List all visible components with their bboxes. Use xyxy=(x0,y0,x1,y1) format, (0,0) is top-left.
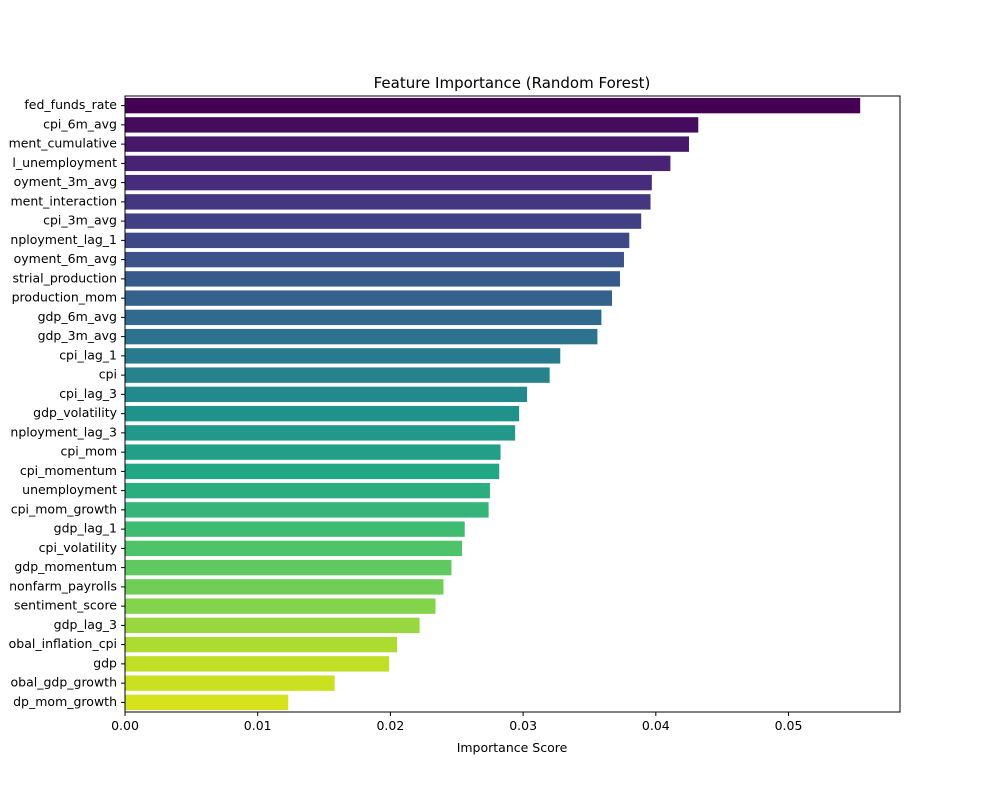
category-label-0: fed_funds_rate xyxy=(24,97,117,112)
bar-14 xyxy=(125,367,550,383)
bar-12 xyxy=(125,328,598,345)
bar-27 xyxy=(125,617,420,634)
bar-16 xyxy=(125,405,520,422)
category-label-9: strial_production xyxy=(12,270,117,285)
bar-28 xyxy=(125,636,398,653)
plot-frame xyxy=(124,95,901,713)
bar-2 xyxy=(125,136,689,152)
bar-31 xyxy=(125,694,289,711)
bar-11 xyxy=(125,309,602,326)
category-label-19: cpi_momentum xyxy=(20,463,117,478)
bar-10 xyxy=(125,290,613,306)
category-label-10: production_mom xyxy=(12,290,117,305)
category-label-25: nonfarm_payrolls xyxy=(9,578,117,593)
category-label-26: sentiment_score xyxy=(14,598,117,613)
category-label-4: oyment_3m_avg xyxy=(14,174,117,189)
category-label-22: gdp_lag_1 xyxy=(54,521,117,536)
bar-22 xyxy=(125,521,465,537)
chart-title: Feature Importance (Random Forest) xyxy=(374,74,651,92)
category-labels: fed_funds_rate cpi_6m_avg ment_cumulativel… xyxy=(9,97,125,709)
bar-4 xyxy=(125,174,652,191)
bar-29 xyxy=(125,656,390,672)
category-label-5: ment_interaction xyxy=(10,193,117,208)
x-axis: 0.00 0.01 0.02 0.03 0.04 0.05 xyxy=(111,712,802,733)
bar-24 xyxy=(125,559,452,576)
x-tick-label-0: 0.00 xyxy=(111,718,139,733)
bar-3 xyxy=(125,155,671,172)
bar-8 xyxy=(125,251,624,268)
category-label-16: gdp_volatility xyxy=(33,405,117,420)
bar-7 xyxy=(125,232,630,249)
bar-9 xyxy=(125,271,620,287)
bar-17 xyxy=(125,425,516,441)
category-label-2: ment_cumulative xyxy=(9,136,118,151)
bar-13 xyxy=(125,348,561,364)
category-label-28: obal_inflation_cpi xyxy=(9,636,117,651)
bar-0 xyxy=(125,97,861,114)
x-tick-label-5: 0.05 xyxy=(775,718,803,733)
category-label-27: gdp_lag_3 xyxy=(54,617,117,632)
category-label-23: cpi_volatility xyxy=(39,540,118,555)
category-label-29: gdp xyxy=(93,655,117,670)
x-tick-label-1: 0.01 xyxy=(244,718,272,733)
category-label-8: oyment_6m_avg xyxy=(14,251,117,266)
category-label-17: nployment_lag_3 xyxy=(10,424,117,439)
category-label-18: cpi_mom xyxy=(60,444,117,459)
bar-6 xyxy=(125,213,642,229)
category-label-3: l_unemployment xyxy=(12,155,117,170)
category-label-24: gdp_momentum xyxy=(14,559,117,574)
category-label-11: gdp_6m_avg xyxy=(38,309,117,324)
x-axis-label: Importance Score xyxy=(457,740,568,755)
category-label-7: nployment_lag_1 xyxy=(10,232,117,247)
bar-20 xyxy=(125,482,490,499)
bar-25 xyxy=(125,579,444,595)
bar-15 xyxy=(125,386,528,403)
bars-layer xyxy=(125,97,861,711)
bar-30 xyxy=(125,675,335,691)
category-label-1: cpi_6m_avg xyxy=(43,116,117,131)
bar-18 xyxy=(125,444,501,460)
category-label-30: obal_gdp_growth xyxy=(10,675,117,690)
x-tick-label-2: 0.02 xyxy=(376,718,404,733)
category-label-13: cpi_lag_1 xyxy=(59,347,117,362)
x-tick-label-4: 0.04 xyxy=(642,718,670,733)
category-label-14: cpi xyxy=(99,367,117,382)
bar-21 xyxy=(125,502,489,518)
category-label-20: unemployment xyxy=(22,482,117,497)
category-label-15: cpi_lag_3 xyxy=(59,386,117,401)
category-label-21: cpi_mom_growth xyxy=(11,501,117,516)
bar-23 xyxy=(125,540,463,557)
category-label-6: cpi_3m_avg xyxy=(43,213,117,228)
category-label-12: gdp_3m_avg xyxy=(38,328,117,343)
x-tick-label-3: 0.03 xyxy=(509,718,537,733)
bar-5 xyxy=(125,194,651,210)
bar-26 xyxy=(125,598,436,614)
category-label-31: dp_mom_growth xyxy=(13,694,117,709)
bar-19 xyxy=(125,463,500,480)
bar-1 xyxy=(125,117,699,133)
